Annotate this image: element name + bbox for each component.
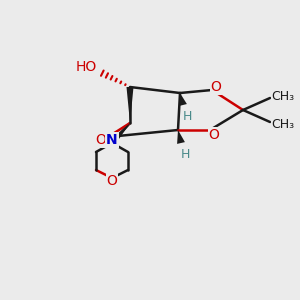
Polygon shape <box>177 130 185 144</box>
Text: H: H <box>182 110 192 122</box>
Text: O: O <box>106 174 117 188</box>
Text: N: N <box>106 133 118 147</box>
Text: CH₃: CH₃ <box>272 89 295 103</box>
Text: H: H <box>180 148 190 160</box>
Polygon shape <box>110 123 130 145</box>
Text: CH₃: CH₃ <box>272 118 295 130</box>
Text: O: O <box>211 80 221 94</box>
Polygon shape <box>179 93 187 106</box>
Text: O: O <box>96 133 106 147</box>
Polygon shape <box>127 87 134 123</box>
Text: O: O <box>208 128 219 142</box>
Text: HO: HO <box>76 60 97 74</box>
